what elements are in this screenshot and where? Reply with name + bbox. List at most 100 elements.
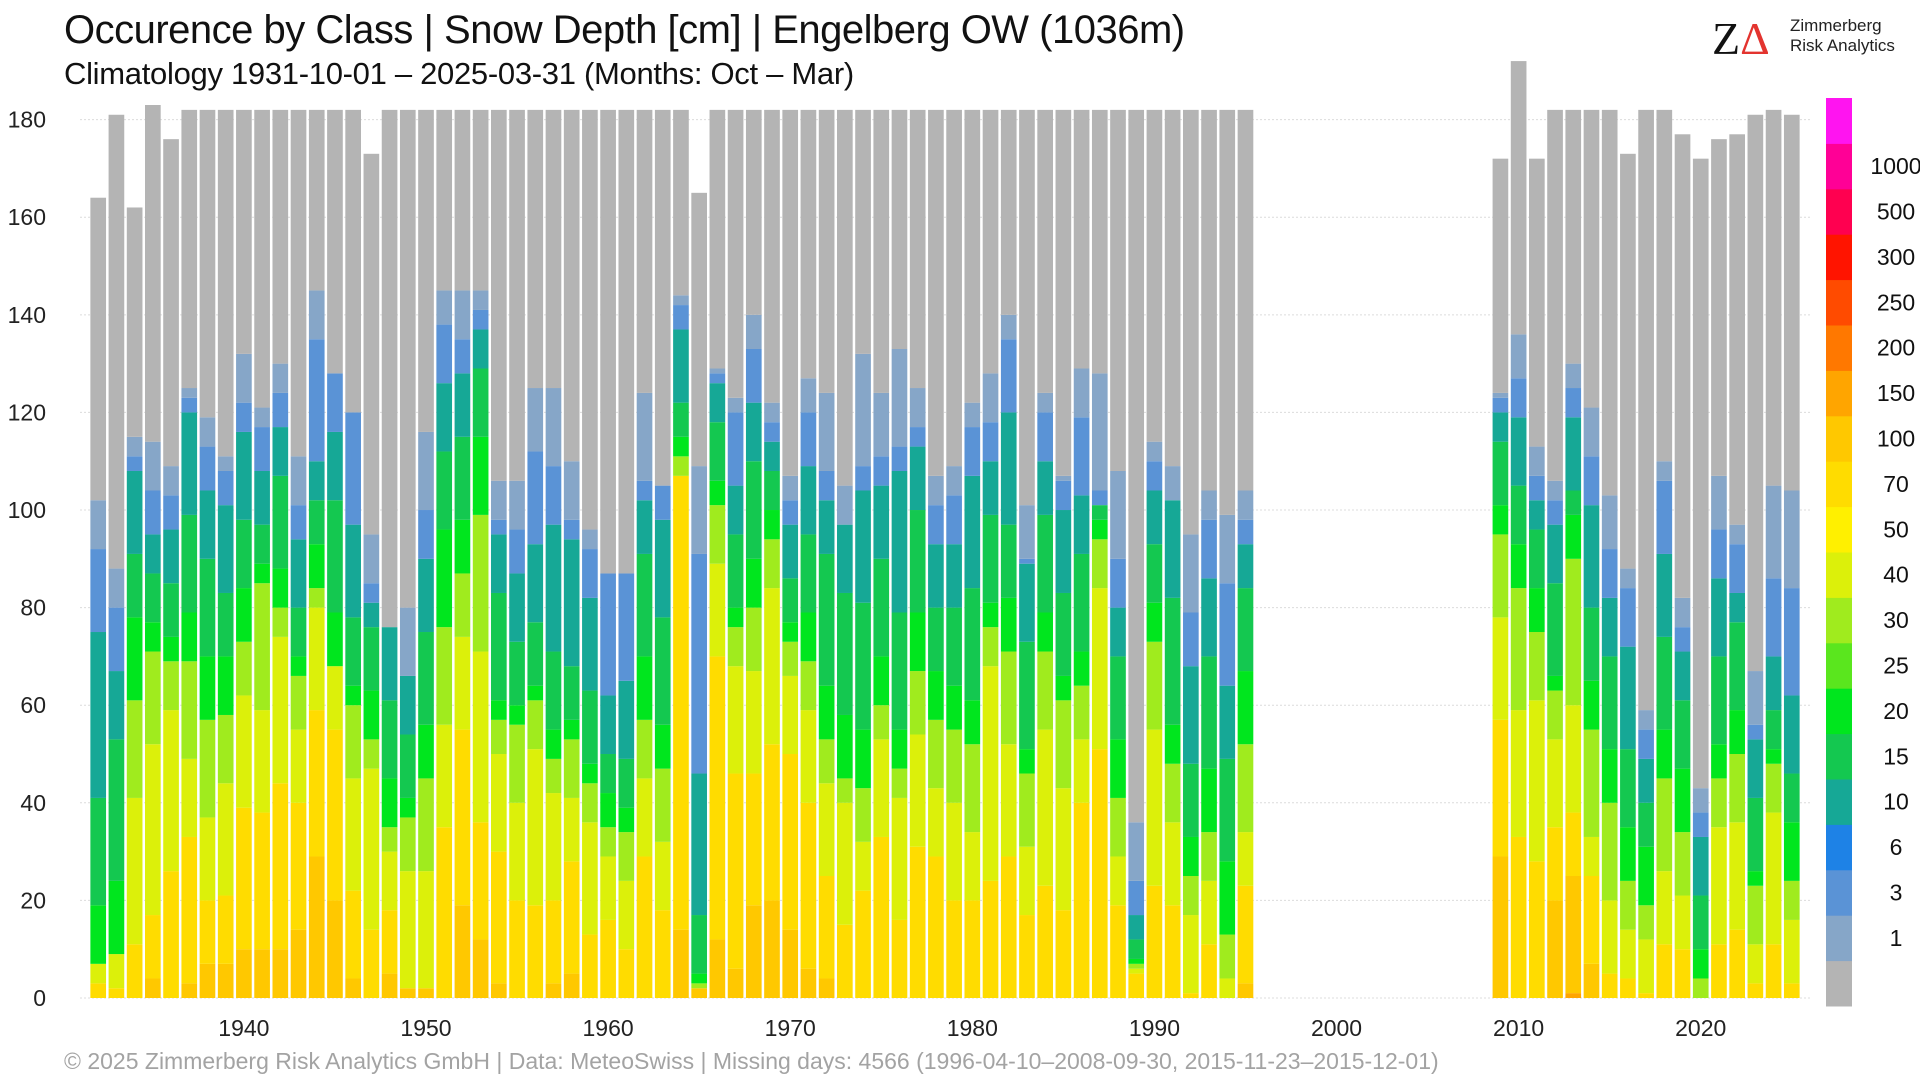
bar-segment	[582, 783, 598, 823]
bar-segment	[308, 856, 325, 998]
bar-segment	[600, 695, 616, 755]
season-bar-1955	[509, 109, 525, 998]
bar-segment	[745, 607, 762, 672]
bar-segment	[909, 446, 926, 511]
season-bar-1935	[145, 105, 161, 998]
bar-segment	[1237, 109, 1254, 491]
bar-segment	[764, 744, 780, 901]
bar-segment	[527, 700, 544, 750]
season-bar-1977	[909, 109, 926, 998]
season-bar-1949	[399, 109, 416, 998]
bar-segment	[982, 109, 999, 374]
bar-segment	[563, 539, 580, 667]
bar-segment	[563, 797, 580, 862]
bar-segment	[727, 627, 744, 667]
bar-segment	[472, 309, 489, 330]
bar-segment	[1783, 983, 1800, 998]
season-bar-1974	[855, 109, 871, 998]
bar-segment	[1729, 592, 1745, 623]
y-tick-label: 40	[20, 790, 46, 816]
bar-segment	[272, 363, 289, 393]
bar-segment	[363, 534, 380, 584]
bar-segment	[527, 905, 544, 998]
bar-segment	[1073, 651, 1090, 686]
y-tick-label: 60	[20, 692, 46, 718]
bar-segment	[1711, 944, 1727, 998]
bar-segment	[1164, 822, 1181, 906]
bar-segment	[1237, 588, 1254, 672]
x-tick-label: 1970	[765, 1015, 816, 1041]
season-bar-1934	[126, 207, 143, 998]
bar-segment	[108, 607, 125, 672]
season-bar-1979	[946, 109, 962, 998]
bar-segment	[290, 656, 307, 676]
bar-segment	[1073, 368, 1090, 418]
bar-segment	[1583, 729, 1600, 837]
bar-segment	[290, 539, 307, 608]
legend-label: 6	[1890, 834, 1903, 860]
bar-segment	[563, 719, 580, 740]
bar-segment	[1201, 519, 1217, 579]
bar-segment	[509, 109, 525, 481]
bar-segment	[1638, 939, 1654, 994]
bar-segment	[199, 963, 216, 998]
bar-segment	[1547, 675, 1563, 691]
bar-segment	[946, 900, 962, 998]
bar-segment	[272, 949, 289, 998]
bar-segment	[1620, 880, 1636, 930]
bar-segment	[199, 656, 216, 720]
bar-segment	[254, 583, 270, 711]
bar-segment	[509, 529, 525, 574]
bar-segment	[600, 793, 616, 828]
bar-segment	[727, 412, 744, 486]
bar-segment	[145, 441, 161, 491]
season-bar-1967	[727, 109, 744, 998]
bar-segment	[1711, 529, 1727, 579]
bar-segment	[1692, 158, 1709, 789]
bar-segment	[1128, 915, 1145, 940]
legend-label: 300	[1877, 244, 1915, 270]
season-bar-1956	[527, 109, 544, 998]
bar-segment	[1765, 749, 1782, 764]
bar-segment	[654, 910, 671, 998]
footer-credit: © 2025 Zimmerberg Risk Analytics GmbH | …	[64, 1048, 1439, 1074]
season-bar-2018	[1656, 109, 1673, 998]
bar-segment	[308, 461, 325, 501]
bar-segment	[108, 880, 125, 955]
bar-segment	[964, 900, 981, 998]
bar-segment	[1620, 646, 1636, 750]
season-bar-1951	[436, 109, 453, 998]
bar-segment	[1164, 500, 1181, 598]
bar-segment	[1055, 675, 1072, 701]
bar-segment	[181, 661, 198, 759]
bar-segment	[1037, 412, 1053, 462]
bar-segment	[272, 392, 289, 428]
bar-segment	[217, 963, 234, 998]
bar-segment	[1601, 749, 1618, 803]
bar-segment	[891, 919, 908, 998]
bar-segment	[545, 109, 562, 389]
y-tick-label: 160	[8, 204, 46, 230]
bar-segment	[600, 919, 616, 998]
bar-segment	[873, 836, 890, 998]
bar-segment	[1783, 490, 1800, 589]
bar-segment	[1110, 739, 1126, 798]
bar-segment	[1037, 885, 1053, 998]
legend-label: 150	[1877, 380, 1915, 406]
bar-segment	[654, 841, 671, 911]
legend-swatch	[1826, 733, 1852, 780]
bar-segment	[1128, 973, 1145, 998]
bar-segment	[1128, 958, 1145, 964]
bar-segment	[1091, 373, 1108, 491]
season-bar-1984	[1037, 109, 1053, 998]
bar-segment	[946, 466, 962, 496]
bar-segment	[272, 568, 289, 608]
legend-swatch	[1826, 143, 1852, 190]
bar-segment	[782, 578, 799, 623]
bar-segment	[163, 661, 179, 711]
bar-segment	[454, 290, 471, 340]
bar-segment	[909, 109, 926, 389]
bar-segment	[454, 109, 471, 291]
bar-segment	[600, 856, 616, 920]
bar-segment	[126, 207, 143, 437]
